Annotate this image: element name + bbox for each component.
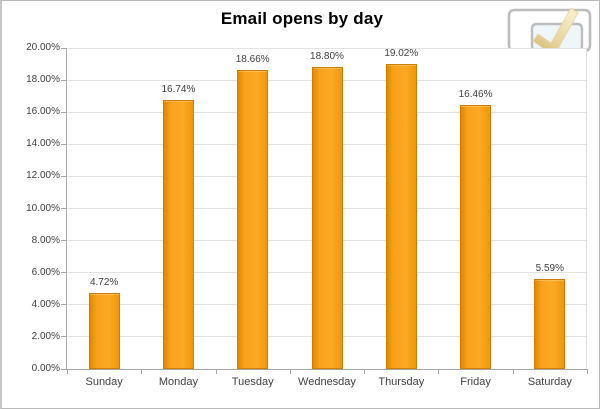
- y-tick-label: 20.00%: [26, 42, 60, 53]
- y-tick-mark: [61, 336, 66, 338]
- bar-monday: [162, 100, 194, 369]
- y-tick-mark: [61, 111, 66, 113]
- x-tick-mark: [587, 370, 588, 374]
- bar-value-label: 19.02%: [384, 47, 419, 59]
- y-tick-mark: [61, 208, 66, 209]
- gridline: [67, 47, 587, 49]
- bar-value-label: 4.72%: [89, 277, 119, 289]
- x-tick-mark: [513, 370, 514, 374]
- bar-tuesday: [237, 69, 269, 369]
- y-tick-mark: [61, 272, 66, 274]
- y-axis-line: [66, 48, 67, 369]
- y-tick-label: 2.00%: [31, 330, 60, 342]
- y-tick-mark: [61, 79, 66, 81]
- x-tick-mark: [438, 370, 439, 374]
- x-axis-line: [66, 369, 588, 370]
- bar-value-label: 5.59%: [535, 263, 565, 275]
- y-tick-label: 4.00%: [31, 298, 60, 310]
- y-tick-mark: [61, 304, 66, 306]
- bar-value-label: 16.46%: [458, 88, 493, 100]
- bar-friday: [460, 104, 492, 369]
- y-tick-label: 16.00%: [26, 106, 60, 118]
- x-tick-mark: [141, 370, 142, 374]
- chart-title: Email opens by day: [220, 9, 384, 28]
- x-tick-mark: [364, 370, 365, 374]
- y-tick-mark: [61, 175, 66, 177]
- x-axis-label-monday: Monday: [158, 376, 198, 388]
- bar-value-label: 18.66%: [235, 53, 270, 65]
- y-tick-label: 0.00%: [31, 363, 60, 374]
- bar-sunday: [88, 293, 120, 369]
- x-axis-label-sunday: Sunday: [85, 376, 123, 388]
- bar-value-label: 16.74%: [161, 84, 196, 96]
- y-tick-mark: [61, 240, 66, 242]
- y-tick-label: 8.00%: [31, 234, 60, 246]
- x-axis-label-thursday: Thursday: [378, 376, 425, 388]
- y-tick-label: 6.00%: [31, 266, 60, 278]
- x-tick-mark: [67, 370, 68, 374]
- x-tick-mark: [216, 370, 217, 374]
- y-tick-mark: [61, 47, 66, 49]
- bar-saturday: [534, 279, 566, 369]
- x-axis-label-tuesday: Tuesday: [231, 376, 274, 388]
- bar-value-label: 18.80%: [310, 51, 344, 63]
- plot-area: 0.00% 2.00% 4.00% 6.00% 8.00% 10.00% 12.00% 14.…: [26, 42, 588, 388]
- bar-thursday: [385, 63, 417, 369]
- y-tick-label: 12.00%: [26, 170, 60, 182]
- x-tick-mark: [290, 370, 291, 374]
- y-tick-label: 18.00%: [26, 74, 60, 86]
- x-axis-label-wednesday: Wednesday: [298, 376, 356, 388]
- x-axis-label-friday: Friday: [460, 376, 491, 388]
- bar-wednesday: [311, 67, 343, 369]
- y-tick-label: 14.00%: [26, 138, 60, 150]
- y-tick-mark: [61, 368, 66, 370]
- y-tick-mark: [61, 143, 66, 145]
- x-axis-label-saturday: Saturday: [527, 376, 572, 388]
- y-tick-label: 10.00%: [26, 202, 60, 214]
